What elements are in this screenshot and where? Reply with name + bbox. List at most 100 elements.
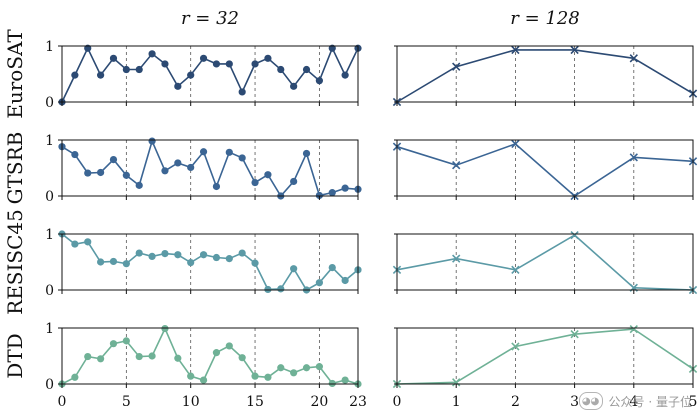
gtsrb-r128-point-2 — [511, 139, 520, 149]
dtd-r32-point-11 — [199, 376, 208, 384]
panel-title-r-32: r = 32 — [181, 8, 239, 29]
eurosat-r32-point-4 — [109, 54, 118, 62]
r128-xtick-label-2: 2 — [511, 394, 520, 410]
gtsrb-r32-point-18 — [290, 177, 298, 186]
dtd-r32-point-21 — [328, 379, 336, 388]
resisc45-r32-point-6 — [135, 249, 143, 257]
dtd-r32-point-12 — [212, 349, 221, 357]
eurosat-r32-point-13 — [225, 60, 233, 68]
eurosat-r32-point-17 — [277, 65, 285, 74]
eurosat-r32-point-22 — [341, 71, 349, 79]
dtd-r32-point-2 — [84, 352, 92, 361]
resisc45-r32-point-5 — [122, 260, 130, 268]
dtd-r32-point-1 — [71, 373, 79, 381]
gtsrb-r32-point-12 — [212, 182, 221, 191]
row-label-resisc45: RESISC45 — [3, 209, 27, 315]
resisc45-r128-line — [396, 234, 694, 291]
eurosat-r32-point-1 — [71, 71, 79, 79]
resisc45-r32-point-1 — [71, 240, 79, 248]
gtsrb-r32-point-9 — [174, 159, 182, 167]
wechat-icon: ◕◕ — [578, 392, 603, 410]
dtd-r32-point-16 — [264, 373, 272, 381]
r128-xtick-label-0: 0 — [393, 394, 402, 410]
dtd-r128-line — [396, 328, 694, 385]
resisc45-r32-point-21 — [328, 264, 336, 272]
gtsrb-r32-ytick-label-0: 0 — [45, 189, 54, 205]
dtd-r32-point-20 — [315, 363, 323, 371]
panel-title-r-128: r = 128 — [510, 8, 580, 29]
dtd-r128-point-3 — [570, 329, 579, 339]
r128-xtick-label-5: 5 — [689, 394, 698, 410]
gtsrb-r32-point-15 — [251, 178, 259, 187]
eurosat-r32-point-11 — [199, 54, 208, 62]
r32-xtick-label-15: 15 — [246, 394, 264, 410]
resisc45-r32-point-20 — [315, 279, 323, 287]
dtd-r32-point-14 — [238, 354, 246, 362]
r32-xtick-label-0: 0 — [58, 394, 67, 410]
row-label-dtd: DTD — [3, 333, 27, 378]
gtsrb-r32-point-4 — [109, 156, 118, 164]
r32-xtick-label-5: 5 — [122, 394, 131, 410]
dtd-r128-frame — [396, 327, 694, 385]
eurosat-r32-ytick-label-0: 0 — [45, 95, 54, 111]
gtsrb-r32-point-16 — [264, 171, 272, 179]
eurosat-r32-point-20 — [315, 77, 323, 85]
dtd-r32-point-22 — [341, 376, 349, 384]
resisc45-r32-point-15 — [251, 259, 259, 267]
eurosat-r32-point-5 — [122, 65, 130, 74]
dtd-r32-point-9 — [174, 354, 182, 362]
eurosat-r128-point-3 — [570, 45, 579, 55]
dtd-r128-point-2 — [511, 342, 520, 351]
resisc45-r32-point-7 — [148, 252, 156, 260]
gtsrb-r128-frame — [396, 139, 694, 197]
gtsrb-r32-point-5 — [122, 171, 130, 179]
dtd-r32-point-3 — [97, 355, 105, 363]
resisc45-r32-point-4 — [109, 257, 118, 266]
eurosat-r128-point-2 — [511, 45, 520, 55]
resisc45-r128-point-1 — [452, 254, 461, 263]
dtd-r32-point-7 — [148, 352, 156, 360]
dtd-r32-point-13 — [225, 342, 233, 350]
resisc45-r128-frame — [396, 233, 694, 291]
resisc45-r32-point-2 — [84, 238, 92, 246]
eurosat-r32-point-3 — [97, 71, 105, 79]
eurosat-r32-point-10 — [187, 71, 195, 79]
resisc45-r32-ytick-label-1: 1 — [45, 227, 54, 243]
resisc45-r32-point-10 — [187, 258, 195, 267]
resisc45-r32-point-12 — [212, 253, 221, 262]
gtsrb-r32-frame — [61, 139, 359, 197]
resisc45-r32-point-9 — [174, 251, 182, 259]
dtd-r32-point-6 — [135, 352, 143, 361]
resisc45-r32-ytick-label-0: 0 — [45, 283, 54, 299]
dtd-r32-point-15 — [251, 372, 259, 380]
eurosat-r128-frame — [396, 45, 694, 103]
gtsrb-r32-point-13 — [225, 148, 233, 156]
dtd-r32-line — [61, 326, 359, 385]
gtsrb-r32-point-6 — [135, 181, 143, 189]
gtsrb-r32-point-7 — [148, 137, 156, 145]
gtsrb-r32-line — [61, 138, 359, 198]
dtd-r32-point-4 — [109, 340, 118, 348]
eurosat-r128-point-4 — [629, 54, 638, 63]
dtd-r128-point-1 — [452, 378, 461, 387]
gtsrb-r128-line — [396, 142, 694, 198]
resisc45-r32-frame — [61, 233, 359, 291]
dtd-r32-point-8 — [161, 324, 169, 333]
row-label-gtsrb: GTSRB — [3, 132, 27, 205]
eurosat-r32-point-8 — [161, 60, 169, 68]
row-label-eurosat: EuroSAT — [3, 29, 27, 119]
dtd-r32-point-19 — [302, 364, 311, 372]
eurosat-r32-point-7 — [148, 50, 156, 58]
resisc45-r128-point-3 — [570, 230, 579, 240]
watermark-text: 公众号 · 量子位 — [608, 394, 692, 409]
eurosat-r32-point-9 — [174, 82, 182, 90]
eurosat-r32-point-12 — [212, 60, 221, 68]
eurosat-r32-point-19 — [302, 65, 311, 74]
eurosat-r32-point-18 — [290, 82, 298, 90]
resisc45-r32-line — [61, 233, 359, 292]
eurosat-r32-point-6 — [135, 65, 143, 74]
dtd-r32-frame — [61, 327, 359, 385]
r32-xtick-label-20: 20 — [310, 394, 328, 410]
eurosat-r128-line — [396, 49, 694, 103]
gtsrb-r32-point-22 — [341, 184, 349, 192]
